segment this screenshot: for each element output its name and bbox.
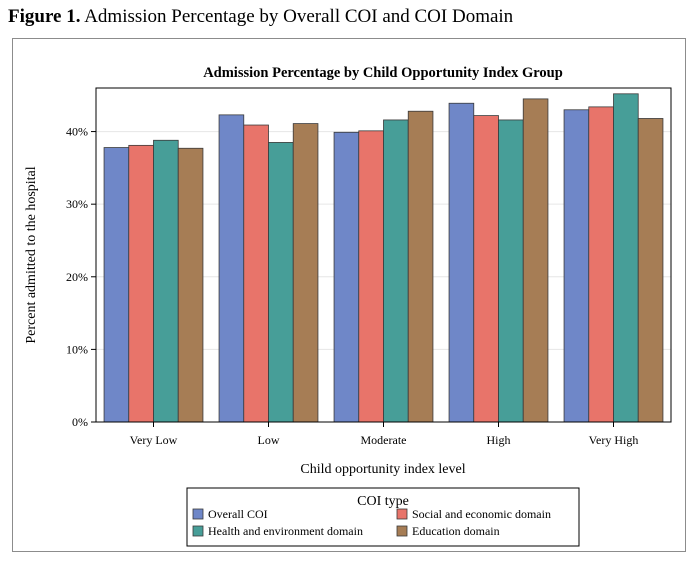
legend-swatch xyxy=(396,508,408,520)
bar xyxy=(268,142,294,423)
figure-caption-text: Admission Percentage by Overall COI and … xyxy=(84,6,514,27)
bar xyxy=(563,109,590,423)
figure-caption: Figure 1. Admission Percentage by Overal… xyxy=(8,6,513,28)
y-axis: 0% 10% 20% 30% 40% xyxy=(66,125,96,429)
bar xyxy=(177,147,204,423)
x-axis: Very Low Low Moderate High Very High xyxy=(130,422,639,447)
bar-chart: Admission Percentage by Child Opportunit… xyxy=(24,65,672,547)
bar xyxy=(383,119,409,423)
bar xyxy=(473,115,499,423)
legend-swatch xyxy=(192,508,204,520)
x-tick-label: Moderate xyxy=(361,433,407,447)
bar xyxy=(218,114,245,423)
legend-swatch xyxy=(396,525,408,537)
y-tick-label: 20% xyxy=(66,270,88,284)
legend-title: COI type xyxy=(357,494,409,509)
x-tick-label: Low xyxy=(258,433,280,447)
figure-label: Figure 1. xyxy=(8,6,81,27)
bar xyxy=(448,102,475,423)
bar xyxy=(243,124,269,423)
bar xyxy=(637,118,664,423)
bar xyxy=(128,144,154,423)
legend-label: Health and environment domain xyxy=(208,524,363,538)
x-tick-label: Very Low xyxy=(130,433,178,447)
x-axis-label: Child opportunity index level xyxy=(300,462,465,477)
bar xyxy=(522,98,549,423)
bars xyxy=(103,93,664,423)
bar xyxy=(407,110,434,423)
x-tick-label: Very High xyxy=(589,433,639,447)
bar xyxy=(498,119,524,423)
legend-box xyxy=(186,487,580,547)
bar xyxy=(153,139,179,423)
y-tick-label: 30% xyxy=(66,197,88,211)
bar xyxy=(292,123,319,423)
legend-swatch xyxy=(192,525,204,537)
chart-frame: Admission Percentage by Child Opportunit… xyxy=(12,38,686,552)
legend: COI type Overall COI Social and economic … xyxy=(186,487,580,547)
chart-title: Admission Percentage by Child Opportunit… xyxy=(203,65,563,81)
bar xyxy=(358,130,384,423)
legend-label: Social and economic domain xyxy=(412,507,551,521)
y-axis-label: Percent admitted to the hospital xyxy=(24,166,39,343)
x-tick-label: High xyxy=(487,433,511,447)
y-tick-label: 40% xyxy=(66,125,88,139)
legend-label: Education domain xyxy=(412,524,500,538)
bar xyxy=(333,131,360,423)
bar xyxy=(613,93,639,423)
legend-label: Overall COI xyxy=(208,507,268,521)
bar xyxy=(103,147,130,423)
bar xyxy=(588,106,614,423)
y-tick-label: 0% xyxy=(72,415,88,429)
y-tick-label: 10% xyxy=(66,342,88,356)
